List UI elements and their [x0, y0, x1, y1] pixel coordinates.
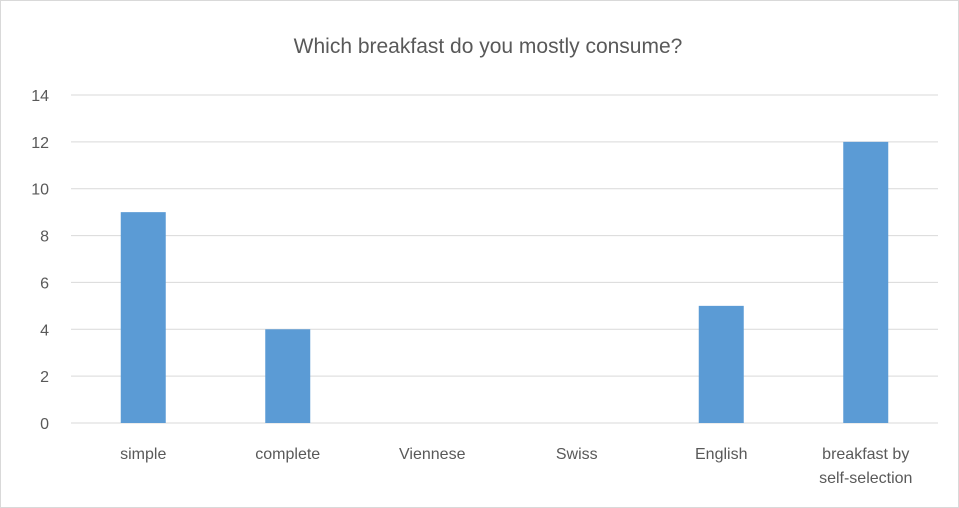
x-category-label: English [695, 446, 747, 463]
x-category-label: complete [255, 446, 320, 463]
bar [265, 329, 311, 423]
x-category-label: breakfast by self-selection [819, 446, 912, 487]
y-tick-label: 4 [40, 322, 49, 339]
y-axis-tick-labels: 0 2 4 6 8 10 12 14 [31, 88, 49, 433]
bar [120, 212, 166, 423]
y-tick-label: 2 [40, 369, 49, 386]
x-category-label-line: Viennese [399, 446, 466, 463]
x-category-label-line: Swiss [556, 446, 598, 463]
bar [843, 141, 889, 423]
bar [698, 305, 744, 423]
gridlines [71, 94, 938, 424]
x-category-label-line: breakfast by [822, 446, 909, 463]
x-category-label: Viennese [399, 446, 466, 463]
y-tick-label: 0 [40, 416, 49, 433]
y-tick-label: 14 [31, 88, 49, 105]
y-tick-label: 12 [31, 135, 49, 152]
chart-title: Which breakfast do you mostly consume? [294, 35, 683, 58]
x-category-label: simple [120, 446, 166, 463]
x-category-label-line: English [695, 446, 747, 463]
y-tick-label: 10 [31, 182, 49, 199]
x-category-label-line: simple [120, 446, 166, 463]
y-tick-label: 8 [40, 229, 49, 246]
x-category-label-line: complete [255, 446, 320, 463]
x-category-label: Swiss [556, 446, 598, 463]
x-axis-category-labels: simple complete Viennese Swiss English breakf… [120, 446, 912, 487]
y-tick-label: 6 [40, 275, 49, 292]
bars [120, 141, 889, 423]
x-category-label-line: self-selection [819, 470, 912, 487]
